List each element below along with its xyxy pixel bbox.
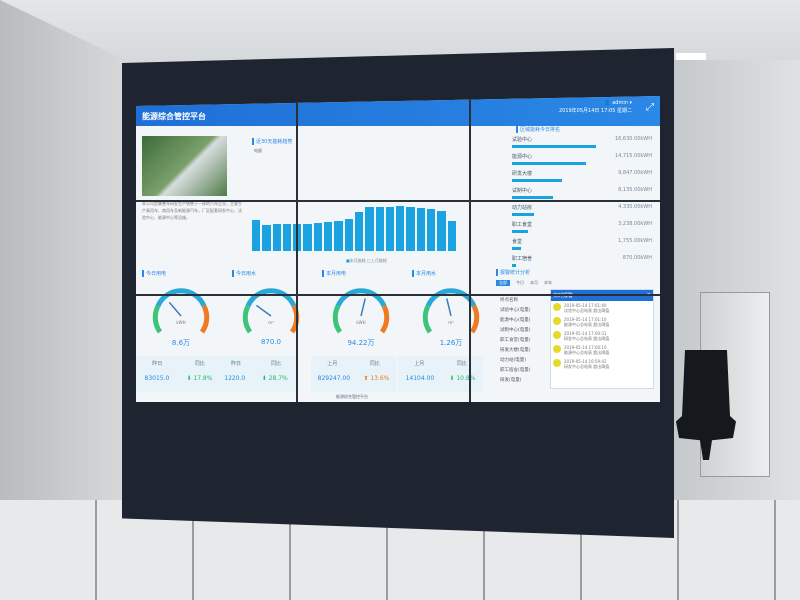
ranking-item: 研发大楼 9,847.00kWH xyxy=(512,170,652,187)
gauge-needle xyxy=(446,298,452,317)
svg-text:m³: m³ xyxy=(448,320,454,325)
footer: 能源综合管控平台 xyxy=(336,394,368,399)
ranking-item: 职工宿舍 870.00kWH xyxy=(512,255,652,272)
gauge-needle xyxy=(360,298,366,317)
list-header: 终点名称 xyxy=(500,298,518,303)
list-item[interactable]: 试制中心(电量) xyxy=(500,328,531,333)
fullscreen-icon[interactable]: ⤢ xyxy=(646,102,654,113)
chart-bar xyxy=(303,223,312,251)
chart-legend: ■本月能耗 □上月能耗 xyxy=(346,258,387,263)
chart-bar xyxy=(447,221,456,251)
chart-bar xyxy=(282,223,292,251)
svg-text:m³: m³ xyxy=(268,320,274,325)
chart-bar xyxy=(262,225,271,251)
stat-box: 昨日 同比 1220.0 ⬇ 28.7% xyxy=(216,356,296,392)
ranking-item: 能源中心 14,715.00kWH xyxy=(512,153,652,170)
chart-bar xyxy=(252,220,261,251)
gauge: kWH 8.6万 xyxy=(146,286,216,348)
energy-bar-chart xyxy=(252,201,456,251)
list-item[interactable]: 职工宿舍(电量) xyxy=(500,368,531,373)
user-info[interactable]: 👤 admin ▾ 2019年05月14日 17:05 星期二 xyxy=(558,100,632,114)
chart-filter[interactable]: 电量 xyxy=(254,148,262,153)
alarm-tab[interactable]: 本年 xyxy=(544,280,552,285)
ranking-item: 职工食堂 3,238.00kWH xyxy=(512,221,652,238)
stat-box: 上月 同比 14104.00 ⬇ 10.8% xyxy=(398,356,483,392)
warning-icon xyxy=(553,359,561,367)
datetime: 2019年05月14日 17:05 星期二 xyxy=(558,108,632,114)
alarm-tabs: 全部 今日 本月 本年 xyxy=(496,280,552,286)
svg-text:kWH: kWH xyxy=(356,320,365,325)
bezel xyxy=(136,200,660,202)
alarm-item[interactable]: 2019-05-14 17:00:10 能源中心总电表 超出阈值 xyxy=(551,343,653,357)
stat-box: 昨日 同比 83015.0 ⬇ 17.8% xyxy=(136,356,221,392)
chart-bar xyxy=(437,211,446,251)
list-item[interactable]: 研发(电量) xyxy=(500,378,522,383)
gauge: kWH 94.22万 xyxy=(326,286,396,348)
alarm-tab[interactable]: 全部 xyxy=(496,280,510,286)
chart-bar xyxy=(365,207,374,251)
chart-bar xyxy=(334,221,343,251)
alarm-tab[interactable]: 今日 xyxy=(516,280,524,285)
chart-bar xyxy=(396,206,405,251)
gauge-title: 今日用水 xyxy=(232,270,256,277)
gauge-title: 本月用水 xyxy=(412,270,436,277)
bezel xyxy=(136,294,660,296)
chart-section-title: 近30天能耗趋势 xyxy=(252,138,292,145)
stat-box: 上月 同比 829247.00 ⬆ 13.6% xyxy=(311,356,396,392)
bezel xyxy=(469,96,471,402)
gauge-needle xyxy=(255,304,272,317)
chart-bar xyxy=(354,212,364,251)
list-item[interactable]: 动力站(电量) xyxy=(500,358,527,363)
app-title: 能源综合管控平台 xyxy=(142,112,206,121)
warning-icon xyxy=(553,303,561,311)
alarm-item[interactable]: 2019-05-14 17:01:10 能源中心总电表 超出阈值 xyxy=(551,315,653,329)
alarm-section-title: 报警统计分析 xyxy=(496,269,530,276)
chart-bar xyxy=(406,207,415,251)
ranking-item: 试验中心 16,630.00kWH xyxy=(512,136,652,153)
dashboard-screen: 能源综合管控平台 👤 admin ▾ 2019年05月14日 17:05 星期二 … xyxy=(136,96,660,402)
company-description: 本公司是集整车研发生产销售于一体的汽车企业，主要生产乘用车、商用车及新能源汽车，… xyxy=(142,201,242,220)
ranking-list: 试验中心 16,630.00kWH 能源中心 14,715.00kWH 研发大楼 9,84… xyxy=(512,136,652,272)
chart-bar xyxy=(313,223,323,251)
factory-image xyxy=(142,136,227,196)
gauge-title: 本月用电 xyxy=(322,270,346,277)
gauge-title: 今日用电 xyxy=(142,270,166,277)
alarm-item[interactable]: 2019-05-14 17:01:40 试验中心总电表 超出阈值 xyxy=(551,301,653,315)
alarm-tab[interactable]: 本月 xyxy=(530,280,538,285)
svg-text:kWH: kWH xyxy=(176,320,185,325)
ranking-item: 试制中心 8,135.00kWH xyxy=(512,187,652,204)
alarm-source-list: 终点名称试验中心(电量) 能源中心(电量) 试制中心(电量) 职工食堂(电量) 研发大楼… xyxy=(500,296,531,386)
warning-icon xyxy=(553,317,561,325)
chart-bar xyxy=(344,218,353,251)
warning-icon xyxy=(553,331,561,339)
chart-bar xyxy=(324,222,333,251)
list-item[interactable]: 研发大楼(电量) xyxy=(500,348,531,353)
list-item[interactable]: 试验中心(电量) xyxy=(500,308,531,313)
chart-bar xyxy=(427,209,436,251)
alarm-item[interactable]: 2019-05-14 17:00:31 研发中心总电表 超出阈值 xyxy=(551,329,653,343)
chart-bar xyxy=(375,207,384,251)
chart-bar xyxy=(416,208,426,251)
gauge-needle xyxy=(168,301,182,317)
chart-bar xyxy=(272,223,281,251)
list-item[interactable]: 能源中心(电量) xyxy=(500,318,531,323)
warning-icon xyxy=(553,345,561,353)
alarm-popup-title: 实时报警 xyxy=(553,293,574,299)
bezel xyxy=(296,96,298,402)
list-item[interactable]: 职工食堂(电量) xyxy=(500,338,531,343)
ranking-title: 区域能耗今日排名 xyxy=(516,126,560,133)
left-wall xyxy=(0,0,125,520)
alarm-item[interactable]: 2019-05-14 16:59:42 研发中心总电表 超出阈值 xyxy=(551,357,653,371)
ranking-item: 动力站房 4,330.00kWH xyxy=(512,204,652,221)
chart-bar xyxy=(385,207,395,251)
user-icon: 👤 xyxy=(604,100,613,106)
ranking-item: 食堂 1,755.00kWH xyxy=(512,238,652,255)
